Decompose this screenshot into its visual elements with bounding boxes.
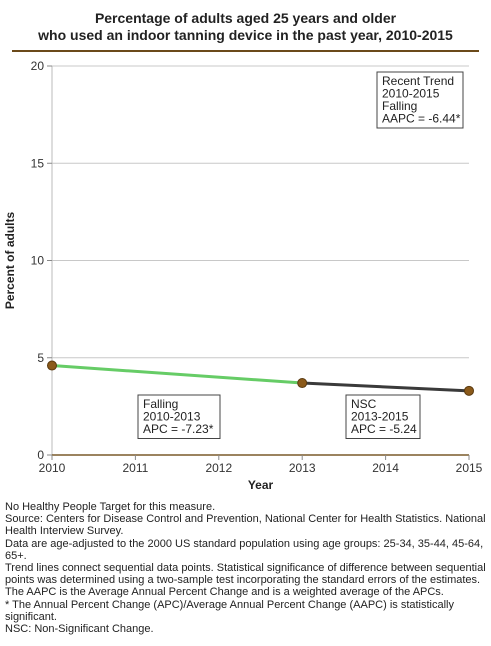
data-point-2013	[297, 378, 308, 389]
note-trend-lines: Trend lines connect sequential data poin…	[5, 562, 486, 587]
y-tick-label-0: 0	[37, 448, 44, 462]
trend-segment-2010-2013	[50, 364, 304, 385]
recent-trend-annotation-line-3: Falling	[382, 99, 417, 113]
segment-1-annotation-line-1: Falling	[143, 397, 178, 411]
y-tick-label-15: 15	[31, 156, 45, 170]
segment-1-annotation-line-2: 2010-2013	[143, 410, 201, 424]
segment-2-annotation-line-1: NSC	[351, 397, 377, 411]
y-tick-label-20: 20	[31, 59, 45, 73]
y-tick-label-5: 5	[37, 351, 44, 365]
x-tick-label-2015: 2015	[456, 461, 483, 475]
note-target: No Healthy People Target for this measur…	[5, 501, 216, 513]
x-tick-label-2010: 2010	[39, 461, 66, 475]
title-divider	[12, 50, 479, 52]
note-source: Source: Centers for Disease Control and …	[5, 513, 486, 538]
y-axis-label: Percent of adults	[3, 212, 17, 310]
chart-title-line-2: who used an indoor tanning device in the…	[38, 27, 453, 43]
recent-trend-annotation-line-2: 2010-2015	[382, 87, 440, 101]
x-tick-label-2011: 2011	[122, 461, 148, 475]
line-chart: 0 5 10 15 20 2010 2011 2012 2013 2014 2015 Year Perc…	[3, 59, 483, 492]
x-axis-label: Year	[248, 478, 274, 492]
recent-trend-annotation-line-1: Recent Trend	[382, 74, 454, 88]
x-tick-label-2014: 2014	[372, 461, 399, 475]
footnotes: No Healthy People Target for this measur…	[5, 501, 489, 635]
chart-title-line-1: Percentage of adults aged 25 years and o…	[94, 10, 397, 26]
segment-2-annotation-line-3: APC = -5.24	[351, 422, 417, 436]
note-significance: * The Annual Percent Change (APC)/Averag…	[5, 598, 455, 623]
trend-segment-2013-2015	[300, 381, 471, 393]
recent-trend-annotation-line-4: AAPC = -6.44*	[382, 112, 461, 126]
note-nsc: NSC: Non-Significant Change.	[5, 623, 154, 636]
data-point-2010	[47, 360, 57, 371]
recent-trend-annotation-box	[376, 71, 464, 129]
data-point-2015	[464, 385, 474, 396]
segment-2-annotation-line-2: 2013-2015	[351, 410, 409, 424]
segment-2-annotation-box	[345, 394, 421, 439]
chart-title: Percentage of adults aged 25 years and o…	[0, 10, 491, 44]
y-tick-label-10: 10	[31, 254, 45, 268]
segment-1-annotation-line-3: APC = -7.23*	[143, 422, 214, 436]
note-aapc: The AAPC is the Average Annual Percent C…	[5, 586, 444, 599]
x-tick-label-2013: 2013	[289, 461, 316, 475]
segment-1-annotation-box	[137, 394, 221, 439]
x-tick-label-2012: 2012	[205, 461, 232, 475]
note-age-adjustment: Data are age-adjusted to the 2000 US sta…	[5, 537, 484, 562]
